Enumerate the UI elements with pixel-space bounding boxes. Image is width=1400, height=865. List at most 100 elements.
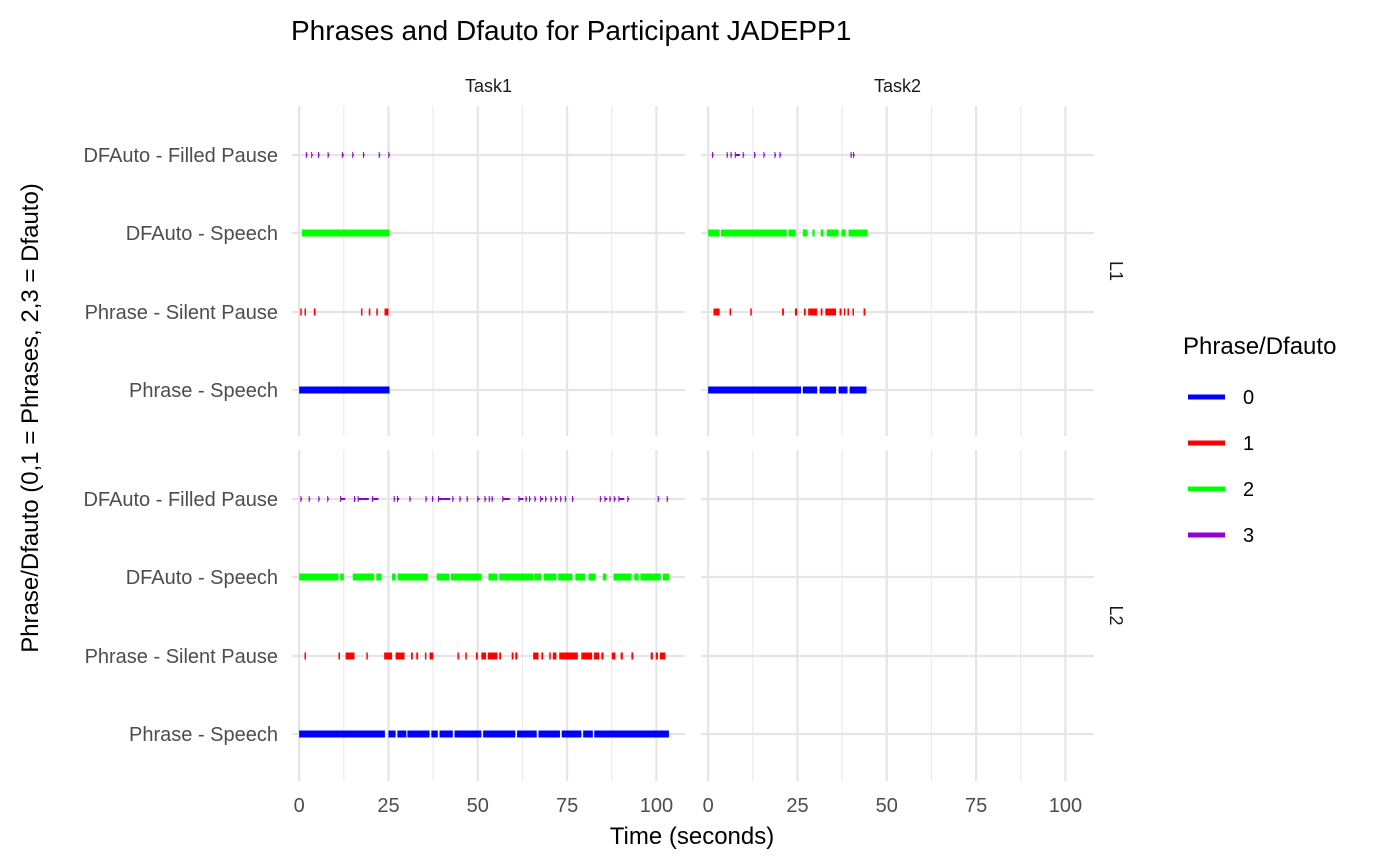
mark-code-1 bbox=[338, 652, 340, 660]
y-tick-label: Phrase - Speech bbox=[129, 724, 278, 746]
mark-code-2 bbox=[640, 573, 661, 581]
y-tick-label: DFAuto - Filled Pause bbox=[83, 489, 278, 511]
mark-code-1 bbox=[611, 652, 616, 660]
mark-code-2 bbox=[436, 573, 450, 581]
mark-code-1 bbox=[395, 652, 405, 660]
mark-code-0 bbox=[397, 730, 407, 738]
panel-task2-l2 bbox=[701, 450, 1094, 781]
legend-label-0: 0 bbox=[1243, 387, 1254, 409]
legend: Phrase/Dfauto 0 1 2 3 bbox=[1183, 333, 1336, 547]
mark-code-1 bbox=[825, 308, 837, 316]
mark-code-1 bbox=[620, 652, 623, 660]
mark-code-1 bbox=[457, 652, 459, 660]
mark-code-2 bbox=[662, 573, 669, 581]
mark-code-1 bbox=[650, 652, 653, 660]
mark-code-2 bbox=[534, 573, 542, 581]
y-tick-label: DFAuto - Speech bbox=[126, 223, 278, 245]
mark-code-1 bbox=[847, 308, 849, 316]
mark-code-1 bbox=[601, 652, 604, 660]
mark-code-1 bbox=[843, 308, 846, 316]
mark-code-1 bbox=[803, 308, 806, 316]
y-tick-label: Phrase - Silent Pause bbox=[85, 302, 278, 324]
mark-code-1 bbox=[515, 652, 518, 660]
mark-code-1 bbox=[820, 308, 823, 316]
mark-code-1 bbox=[499, 652, 502, 660]
mark-code-2 bbox=[848, 229, 868, 237]
mark-code-1 bbox=[424, 652, 427, 660]
mark-code-0 bbox=[538, 730, 560, 738]
mark-code-2 bbox=[812, 229, 815, 237]
mark-code-1 bbox=[659, 652, 666, 660]
mark-code-1 bbox=[533, 652, 539, 660]
mark-code-0 bbox=[431, 730, 438, 738]
mark-code-1 bbox=[549, 652, 551, 660]
mark-code-1 bbox=[808, 308, 818, 316]
y-tick-label: Phrase - Silent Pause bbox=[85, 646, 278, 668]
mark-code-1 bbox=[465, 652, 467, 660]
legend-title: Phrase/Dfauto bbox=[1183, 333, 1336, 360]
mark-code-0 bbox=[849, 386, 867, 394]
y-tick-label: DFAuto - Speech bbox=[126, 567, 278, 589]
mark-code-1 bbox=[863, 308, 866, 316]
mark-code-0 bbox=[483, 730, 516, 738]
marks-task1-l1 bbox=[299, 152, 390, 394]
mark-code-1 bbox=[366, 652, 368, 660]
mark-code-1 bbox=[384, 308, 389, 316]
mark-code-2 bbox=[588, 573, 596, 581]
mark-code-1 bbox=[313, 308, 316, 316]
mark-code-1 bbox=[360, 308, 363, 316]
facet-strip-task1: Task1 bbox=[465, 76, 512, 96]
mark-code-2 bbox=[826, 229, 839, 237]
facet-strip-l1: L1 bbox=[1106, 261, 1126, 281]
mark-code-0 bbox=[454, 730, 482, 738]
x-tick-label: 100 bbox=[640, 795, 673, 817]
marks-task2-l1 bbox=[708, 152, 868, 394]
mark-code-0 bbox=[388, 730, 396, 738]
mark-code-2 bbox=[634, 573, 639, 581]
mark-code-1 bbox=[304, 652, 307, 660]
mark-code-2 bbox=[543, 573, 557, 581]
mark-code-1 bbox=[713, 308, 720, 316]
x-tick-label: 100 bbox=[1049, 795, 1082, 817]
mark-code-1 bbox=[729, 308, 732, 316]
mark-code-2 bbox=[558, 573, 573, 581]
mark-code-2 bbox=[575, 573, 585, 581]
mark-code-0 bbox=[708, 386, 802, 394]
y-axis-label: Phrase/Dfauto (0,1 = Phrases, 2,3 = Dfau… bbox=[17, 183, 44, 653]
mark-code-2 bbox=[820, 229, 824, 237]
mark-code-1 bbox=[593, 652, 600, 660]
mark-code-1 bbox=[300, 308, 302, 316]
y-tick-label: Phrase - Speech bbox=[129, 380, 278, 402]
mark-code-1 bbox=[416, 652, 419, 660]
mark-code-1 bbox=[345, 652, 355, 660]
mark-code-2 bbox=[602, 573, 607, 581]
x-tick-label: 0 bbox=[294, 795, 305, 817]
mark-code-2 bbox=[488, 573, 498, 581]
mark-code-1 bbox=[511, 652, 514, 660]
x-tick-label: 75 bbox=[965, 795, 987, 817]
mark-code-1 bbox=[839, 308, 842, 316]
x-tick-label: 25 bbox=[377, 795, 399, 817]
mark-code-0 bbox=[838, 386, 848, 394]
legend-label-2: 2 bbox=[1243, 479, 1254, 501]
mark-code-0 bbox=[439, 730, 453, 738]
mark-code-2 bbox=[376, 573, 382, 581]
mark-code-1 bbox=[552, 652, 557, 660]
mark-code-1 bbox=[631, 652, 634, 660]
mark-code-2 bbox=[397, 573, 428, 581]
panel-task2-l1 bbox=[701, 106, 1094, 436]
mark-code-1 bbox=[794, 308, 798, 316]
mark-code-1 bbox=[487, 652, 498, 660]
facet-panels: Task1 Task2 L1 L2 Phrase - Speech Phrase - Si… bbox=[83, 76, 1126, 817]
mark-code-1 bbox=[655, 652, 658, 660]
mark-code-2 bbox=[499, 573, 534, 581]
mark-code-2 bbox=[352, 573, 375, 581]
mark-code-1 bbox=[541, 652, 544, 660]
mark-code-0 bbox=[299, 730, 385, 738]
mark-code-0 bbox=[802, 386, 818, 394]
x-tick-label: 50 bbox=[467, 795, 489, 817]
mark-code-2 bbox=[450, 573, 482, 581]
facet-strip-task2: Task2 bbox=[874, 76, 921, 96]
mark-code-2 bbox=[392, 573, 396, 581]
